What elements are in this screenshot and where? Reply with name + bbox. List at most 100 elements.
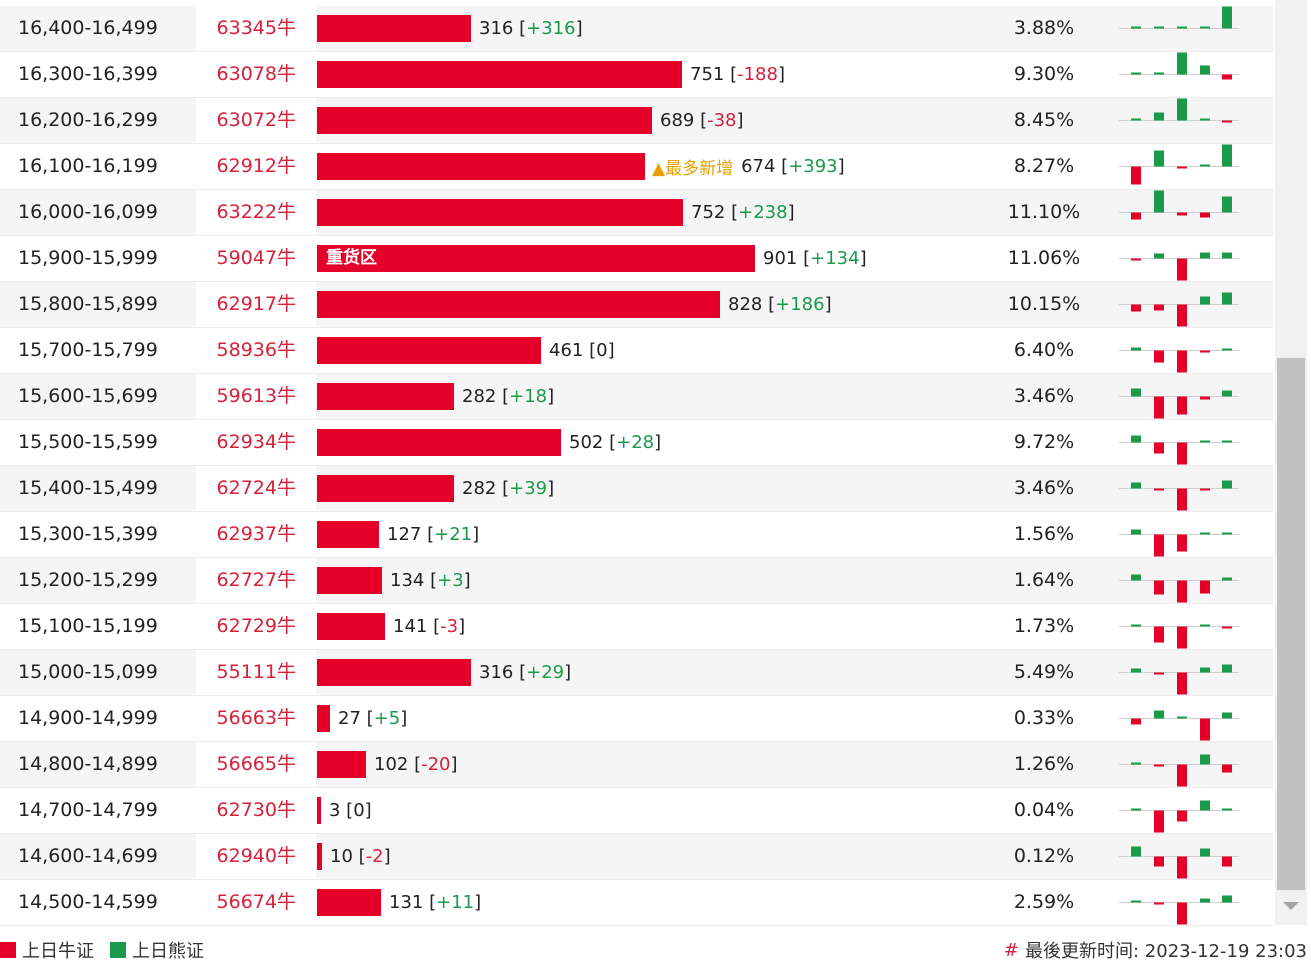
- quantity-text: 10 [-2]: [330, 846, 391, 867]
- code-cell-bg: [196, 788, 316, 833]
- quantity-bar-group: 316 [+316]: [317, 6, 583, 51]
- table-row[interactable]: 16,100-16,199 62912牛 ▲最多新增 674 [+393] 8.27%: [0, 144, 1273, 190]
- quantity-text: 131 [+11]: [389, 892, 482, 913]
- quantity-bar-group: 102 [-20]: [317, 742, 458, 787]
- change-sparkline: [1119, 710, 1239, 741]
- quantity-bar: [317, 797, 321, 824]
- table-row[interactable]: 15,500-15,599 62934牛 502 [+28] 9.72%: [0, 420, 1273, 466]
- cbbc-code-link[interactable]: 59047牛: [216, 247, 296, 269]
- table-row[interactable]: 14,700-14,799 62730牛 3 [0] 0.04%: [0, 788, 1273, 834]
- percentage: 2.59%: [1013, 891, 1075, 913]
- cbbc-code-link[interactable]: 63345牛: [216, 17, 296, 39]
- sparkline-bar: [1154, 150, 1164, 167]
- quantity-bar-group: 751 [-188]: [317, 52, 785, 97]
- cbbc-code-link[interactable]: 63078牛: [216, 63, 296, 85]
- quantity-bar-group: 752 [+238]: [317, 190, 795, 235]
- cbbc-code-link[interactable]: 62730牛: [216, 799, 296, 821]
- quantity-value: 282: [462, 386, 497, 407]
- table-row[interactable]: 16,200-16,299 63072牛 689 [-38] 8.45%: [0, 98, 1273, 144]
- table-row[interactable]: 15,900-15,999 59047牛 重货区 901 [+134] 11.06%: [0, 236, 1273, 282]
- cbbc-code-link[interactable]: 59613牛: [216, 385, 296, 407]
- table-row[interactable]: 15,200-15,299 62727牛 134 [+3] 1.64%: [0, 558, 1273, 604]
- quantity-text: 141 [-3]: [393, 616, 466, 637]
- sparkline-bar: [1222, 440, 1232, 443]
- cbbc-code-link[interactable]: 62724牛: [216, 477, 296, 499]
- quantity-value: 10: [330, 846, 353, 867]
- sparkline-bar: [1177, 442, 1187, 465]
- quantity-value: 752: [691, 202, 726, 223]
- sparkline-bar: [1177, 764, 1187, 787]
- sparkline-bar: [1177, 396, 1187, 415]
- quantity-value: 689: [660, 110, 695, 131]
- quantity-text: 689 [-38]: [660, 110, 744, 131]
- sparkline-bar: [1200, 252, 1210, 259]
- quantity-bar: [317, 383, 454, 410]
- scrollbar[interactable]: [1275, 0, 1307, 925]
- table-row[interactable]: 14,800-14,899 56665牛 102 [-20] 1.26%: [0, 742, 1273, 788]
- price-range: 15,700-15,799: [18, 339, 158, 361]
- code-cell-bg: [196, 282, 316, 327]
- sparkline-bar: [1154, 396, 1164, 419]
- bear-swatch: [110, 942, 126, 958]
- table-row[interactable]: 15,100-15,199 62729牛 141 [-3] 1.73%: [0, 604, 1273, 650]
- quantity-bar: [317, 199, 683, 226]
- cbbc-code-link[interactable]: 62934牛: [216, 431, 296, 453]
- code-cell-bg: [196, 52, 316, 97]
- quantity-text: 3 [0]: [329, 800, 372, 821]
- cbbc-code-link[interactable]: 56674牛: [216, 891, 296, 913]
- table-row[interactable]: 15,600-15,699 59613牛 282 [+18] 3.46%: [0, 374, 1273, 420]
- table-row[interactable]: 16,400-16,499 63345牛 316 [+316] 3.88%: [0, 6, 1273, 52]
- cbbc-code-link[interactable]: 63072牛: [216, 109, 296, 131]
- quantity-value: 461: [549, 340, 584, 361]
- code-cell-bg: [196, 190, 316, 235]
- sparkline-bar: [1177, 672, 1187, 695]
- scroll-down-arrow-icon[interactable]: [1283, 902, 1299, 910]
- cbbc-code-link[interactable]: 62917牛: [216, 293, 296, 315]
- cbbc-code-link[interactable]: 62727牛: [216, 569, 296, 591]
- table-row[interactable]: 15,700-15,799 58936牛 461 [0] 6.40%: [0, 328, 1273, 374]
- scrollbar-thumb[interactable]: [1277, 358, 1305, 890]
- table-row[interactable]: 15,400-15,499 62724牛 282 [+39] 3.46%: [0, 466, 1273, 512]
- table-row[interactable]: 16,000-16,099 63222牛 752 [+238] 11.10%: [0, 190, 1273, 236]
- table-row[interactable]: 15,800-15,899 62917牛 828 [+186] 10.15%: [0, 282, 1273, 328]
- change-sparkline: [1119, 664, 1239, 695]
- change-sparkline: [1119, 529, 1239, 557]
- table-row[interactable]: 16,300-16,399 63078牛 751 [-188] 9.30%: [0, 52, 1273, 98]
- sparkline-bar: [1154, 710, 1164, 719]
- table-row[interactable]: 14,900-14,999 56663牛 27 [+5] 0.33%: [0, 696, 1273, 742]
- table-row[interactable]: 14,600-14,699 62940牛 10 [-2] 0.12%: [0, 834, 1273, 880]
- cbbc-code-link[interactable]: 55111牛: [216, 661, 296, 683]
- table-row[interactable]: 15,000-15,099 55111牛 316 [+29] 5.49%: [0, 650, 1273, 696]
- table-row[interactable]: 14,500-14,599 56674牛 131 [+11] 2.59%: [0, 880, 1273, 926]
- quantity-bar: [317, 843, 322, 870]
- percentage: 1.26%: [1013, 753, 1075, 775]
- quantity-value: 316: [479, 662, 514, 683]
- cbbc-code-link[interactable]: 62937牛: [216, 523, 296, 545]
- legend-bear: 上日熊证: [110, 937, 204, 963]
- sparkline-bar: [1131, 435, 1141, 443]
- percentage: 3.88%: [1013, 17, 1075, 39]
- cbbc-code-link[interactable]: 62940牛: [216, 845, 296, 867]
- cbbc-code-link[interactable]: 62912牛: [216, 155, 296, 177]
- sparkline-bar: [1200, 754, 1210, 765]
- quantity-change: +186: [775, 294, 825, 315]
- table-row[interactable]: 15,300-15,399 62937牛 127 [+21] 1.56%: [0, 512, 1273, 558]
- price-range: 14,600-14,699: [18, 845, 158, 867]
- legend-bear-label: 上日熊证: [132, 941, 204, 962]
- cbbc-code-link[interactable]: 58936牛: [216, 339, 296, 361]
- price-range: 16,100-16,199: [18, 155, 158, 177]
- cbbc-code-link[interactable]: 56663牛: [216, 707, 296, 729]
- cbbc-code-link[interactable]: 62729牛: [216, 615, 296, 637]
- percentage: 0.33%: [1013, 707, 1075, 729]
- cbbc-code-link[interactable]: 63222牛: [216, 201, 296, 223]
- sparkline-bar: [1222, 390, 1232, 397]
- code-cell-bg: [196, 834, 316, 879]
- sparkline-bar: [1154, 580, 1164, 595]
- cbbc-code-link[interactable]: 56665牛: [216, 753, 296, 775]
- change-sparkline: [1119, 388, 1239, 419]
- quantity-bar: [317, 521, 379, 548]
- quantity-bar-group: 689 [-38]: [317, 98, 744, 143]
- code-cell-bg: [196, 6, 316, 51]
- quantity-change: +11: [436, 892, 475, 913]
- price-range: 16,000-16,099: [18, 201, 158, 223]
